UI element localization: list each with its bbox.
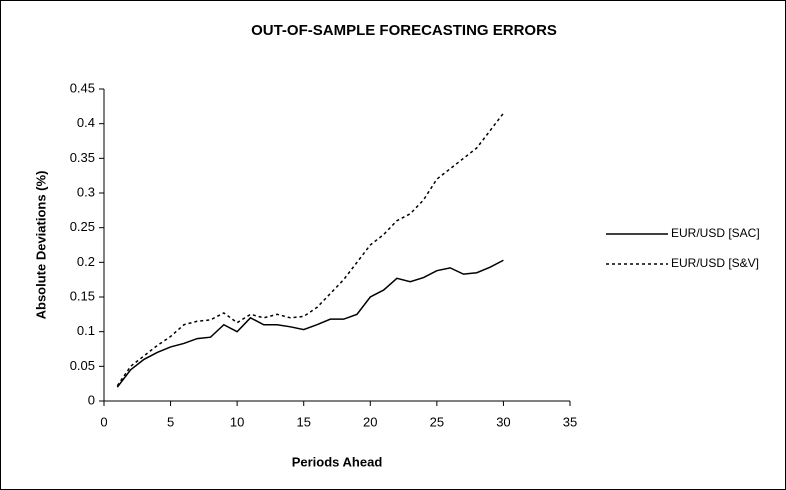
legend-label: EUR/USD [SAC] [671, 226, 760, 240]
chart-title: OUT-OF-SAMPLE FORECASTING ERRORS [251, 22, 557, 39]
legend-label: EUR/USD [S&V] [671, 256, 759, 270]
x-tick-label: 25 [430, 414, 444, 429]
y-tick-label: 0 [88, 392, 95, 407]
y-tick-label: 0.15 [70, 288, 95, 303]
y-tick-label: 0.35 [70, 150, 95, 165]
y-axis-label: Absolute Deviations (%) [33, 171, 48, 320]
series-line [116, 259, 504, 388]
x-tick-label: 0 [100, 414, 107, 429]
x-tick-label: 35 [563, 414, 577, 429]
y-tick-label: 0.05 [70, 358, 95, 373]
y-tick-label: 0.2 [77, 254, 95, 269]
x-tick-label: 15 [296, 414, 310, 429]
x-axis-label: Periods Ahead [292, 454, 383, 469]
x-tick-label: 20 [363, 414, 377, 429]
x-tick-label: 5 [167, 414, 174, 429]
x-tick-label: 10 [230, 414, 244, 429]
y-tick-label: 0.25 [70, 219, 95, 234]
series-line [116, 112, 505, 387]
x-tick-label: 30 [496, 414, 510, 429]
y-tick-label: 0.4 [77, 115, 95, 130]
y-tick-label: 0.45 [70, 80, 95, 95]
y-tick-label: 0.1 [77, 323, 95, 338]
y-tick-label: 0.3 [77, 184, 95, 199]
